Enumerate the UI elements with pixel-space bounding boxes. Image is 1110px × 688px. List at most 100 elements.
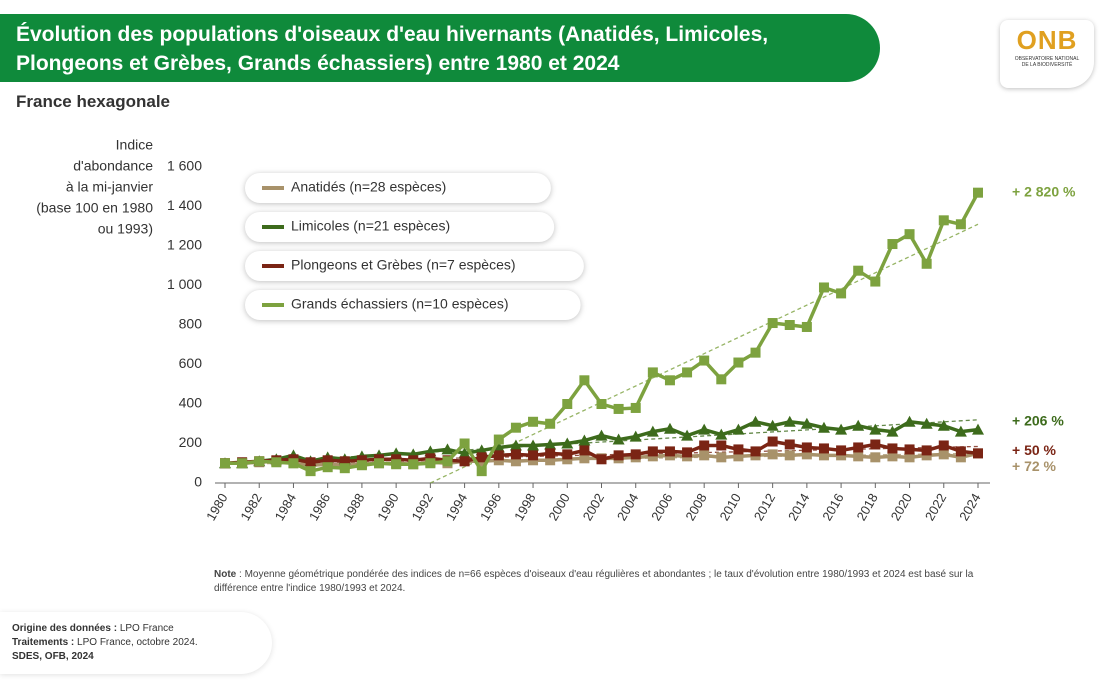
source-line: Traitements : LPO France, octobre 2024. xyxy=(12,636,260,650)
marker xyxy=(767,318,778,329)
marker xyxy=(509,439,522,451)
marker xyxy=(835,423,848,435)
subtitle: France hexagonale xyxy=(16,92,171,111)
marker xyxy=(663,422,676,434)
x-tick-label: 2014 xyxy=(785,491,812,524)
marker xyxy=(921,258,932,269)
marker xyxy=(784,439,795,450)
legend-label: Grands échassiers (n=10 espèces) xyxy=(291,296,509,312)
marker xyxy=(716,440,727,451)
marker xyxy=(527,439,540,451)
y-tick-label: 1 200 xyxy=(167,237,202,253)
marker xyxy=(954,425,967,437)
logo: ONB OBSERVATOIRE NATIONAL DE LA BIODIVER… xyxy=(1000,20,1094,88)
marker xyxy=(870,439,881,450)
marker xyxy=(492,441,505,453)
marker xyxy=(595,429,608,441)
marker xyxy=(425,458,436,469)
marker xyxy=(887,451,898,462)
x-tick-label: 1992 xyxy=(408,491,435,524)
x-tick-label: 2022 xyxy=(922,491,949,524)
x-tick-label: 1990 xyxy=(374,491,401,524)
sources: Origine des données : LPO France Traiteme… xyxy=(0,612,272,674)
marker xyxy=(749,415,762,427)
trend-line xyxy=(430,223,979,484)
marker xyxy=(904,444,915,455)
marker xyxy=(870,452,881,463)
marker xyxy=(784,320,795,330)
marker xyxy=(716,452,727,463)
marker xyxy=(630,449,641,460)
marker xyxy=(887,443,898,454)
x-tick-label: 2008 xyxy=(682,491,709,524)
marker xyxy=(732,423,745,435)
marker xyxy=(699,355,710,366)
marker xyxy=(458,447,471,459)
marker xyxy=(528,416,539,427)
end-label: + 206 % xyxy=(1012,412,1064,428)
marker xyxy=(220,458,230,469)
marker xyxy=(682,447,693,458)
logo-name: ONB xyxy=(1016,25,1078,55)
marker xyxy=(630,402,641,413)
x-tick-label: 1994 xyxy=(443,491,470,524)
legend-label: Plongeons et Grèbes (n=7 espèces) xyxy=(291,257,516,273)
marker xyxy=(596,399,607,409)
x-tick-label: 2012 xyxy=(751,491,778,524)
marker xyxy=(544,438,557,450)
marker xyxy=(476,466,487,477)
marker xyxy=(237,458,248,469)
source-text: LPO France xyxy=(119,623,174,634)
x-tick-label: 1998 xyxy=(511,491,538,524)
marker xyxy=(476,452,487,463)
x-tick-label: 1986 xyxy=(306,491,333,524)
marker xyxy=(818,282,829,293)
marker xyxy=(339,463,350,474)
marker xyxy=(254,456,265,467)
marker xyxy=(716,374,727,385)
marker xyxy=(818,443,829,454)
source-line: Origine des données : LPO France xyxy=(12,622,260,636)
marker xyxy=(664,446,675,457)
marker xyxy=(612,433,625,445)
marker xyxy=(784,450,795,461)
marker xyxy=(305,466,316,477)
marker xyxy=(493,434,504,445)
marker xyxy=(973,187,983,198)
marker xyxy=(818,450,829,461)
x-tick-label: 1984 xyxy=(272,491,299,524)
marker xyxy=(646,425,659,437)
marker xyxy=(561,437,574,449)
marker xyxy=(579,453,590,464)
marker xyxy=(853,265,864,276)
marker xyxy=(322,462,333,473)
marker xyxy=(938,440,949,451)
y-axis-label: Indice xyxy=(116,137,154,153)
marker xyxy=(664,375,675,386)
marker xyxy=(973,448,983,459)
marker xyxy=(733,357,744,368)
source-line: SDES, OFB, 2024 xyxy=(12,650,260,664)
marker xyxy=(339,456,350,467)
note-label: Note xyxy=(214,569,237,580)
x-tick-label: 2006 xyxy=(648,491,675,524)
marker xyxy=(869,423,882,435)
marker xyxy=(408,459,419,470)
marker xyxy=(750,446,761,457)
marker xyxy=(801,449,812,460)
marker xyxy=(356,460,367,471)
marker xyxy=(305,457,316,468)
marker xyxy=(647,446,658,457)
marker xyxy=(288,458,299,469)
marker xyxy=(955,219,966,230)
marker xyxy=(647,367,658,378)
marker xyxy=(852,419,865,431)
marker xyxy=(920,417,933,429)
marker xyxy=(938,449,949,460)
y-tick-label: 0 xyxy=(194,474,202,490)
marker xyxy=(972,423,984,435)
x-tick-label: 1996 xyxy=(477,491,504,524)
x-tick-label: 1982 xyxy=(237,491,264,524)
marker xyxy=(681,429,694,441)
